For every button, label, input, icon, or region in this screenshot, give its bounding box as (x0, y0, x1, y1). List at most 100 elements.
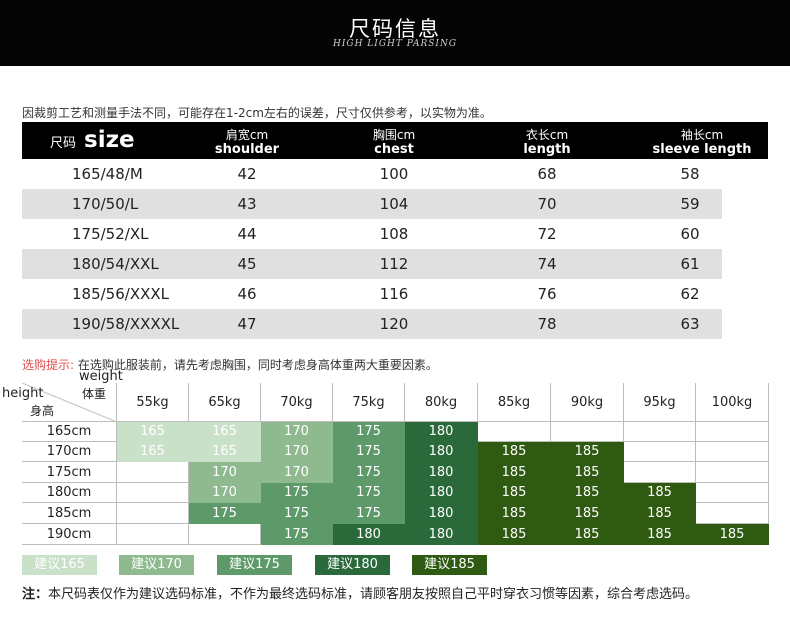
size-row: 175/52/XL 44 108 72 60 (22, 219, 768, 249)
size-recommendation-cell: 175 (333, 462, 405, 483)
weight-header-55kg: 55kg (117, 383, 189, 422)
size-recommendation-cell: 185 (478, 524, 551, 545)
size-recommendation-cell: 185 (551, 462, 624, 483)
size-row-label: 190/58/XXXXL (72, 315, 180, 333)
size-table-body: 165/48/M 42 100 68 58 170/50/L 43 104 70 59 175/52… (22, 159, 768, 339)
weight-label-en: weight (79, 369, 123, 384)
size-recommendation-cell: 170 (189, 483, 261, 503)
size-row: 165/48/M 42 100 68 58 (22, 159, 768, 189)
size-table: 尺码 size 肩宽cm shoulder 胸围cm chest 衣长cm len… (22, 122, 768, 339)
shoulder-value: 46 (237, 285, 257, 303)
size-row-label: 165/48/M (72, 165, 143, 183)
sleeve-value: 61 (680, 255, 700, 273)
footnote-prefix: 注： (22, 587, 49, 602)
size-recommendation-cell: 185 (478, 462, 551, 483)
size-row: 180/54/XXL 45 112 74 61 (22, 249, 722, 279)
size-recommendation-cell: 175 (261, 524, 333, 545)
chest-value: 104 (379, 195, 409, 213)
size-row: 190/58/XXXXL 47 120 78 63 (22, 309, 722, 339)
chest-value: 100 (379, 165, 409, 183)
size-recommendation-cell: 165 (189, 422, 261, 442)
size-recommendation-cell: 185 (551, 442, 624, 462)
size-table-header: 尺码 size 肩宽cm shoulder 胸围cm chest 衣长cm len… (22, 122, 768, 159)
shoulder-value: 44 (237, 225, 257, 243)
size-recommendation-cell (624, 462, 696, 483)
chest-value: 116 (379, 285, 409, 303)
size-recommendation-cell: 165 (117, 442, 189, 462)
measurement-note: 因裁剪工艺和测量手法不同，可能存在1-2cm左右的误差，尺寸仅供参考，以实物为准… (22, 106, 492, 120)
sleeve-value: 60 (680, 225, 700, 243)
length-header-en: length (523, 142, 571, 157)
weight-header-95kg: 95kg (624, 383, 696, 422)
size-recommendation-cell: 180 (405, 503, 478, 524)
height-header-185cm: 185cm (22, 503, 117, 524)
header-banner: 尺码信息 HIGH LIGHT PARSING (0, 0, 790, 66)
purchase-tip: 选购提示: 在选购此服装前，请先考虑胸围，同时考虑身高体重两大重要因素。 (22, 356, 438, 373)
sleeve-header-cn: 袖长cm (680, 128, 724, 142)
chest-header: 胸围cm chest (354, 122, 434, 159)
length-value: 78 (537, 315, 557, 333)
length-header: 衣长cm length (507, 122, 587, 159)
shoulder-value: 47 (237, 315, 257, 333)
size-recommendation-cell: 185 (478, 442, 551, 462)
weight-header-65kg: 65kg (189, 383, 261, 422)
length-value: 70 (537, 195, 557, 213)
weight-header-100kg: 100kg (696, 383, 769, 422)
shoulder-header-en: shoulder (214, 142, 280, 157)
size-recommendation-cell: 170 (261, 442, 333, 462)
sleeve-value: 62 (680, 285, 700, 303)
page-title: 尺码信息 (349, 17, 441, 41)
size-row-label: 170/50/L (72, 195, 139, 213)
height-header-190cm: 190cm (22, 524, 117, 545)
size-recommendation-cell (117, 462, 189, 483)
grid-corner: weight 体重 height 身高 (2, 369, 123, 422)
chest-header-en: chest (374, 142, 414, 157)
size-recommendation-cell: 180 (405, 462, 478, 483)
size-recommendation-cell: 185 (551, 524, 624, 545)
size-recommendation-cell: 170 (261, 462, 333, 483)
height-header-170cm: 170cm (22, 442, 117, 462)
size-recommendation-cell (478, 422, 551, 442)
size-recommendation-cell: 180 (405, 422, 478, 442)
size-recommendation-cell (624, 442, 696, 462)
corner-diagonal (22, 383, 117, 422)
shoulder-value: 43 (237, 195, 257, 213)
sleeve-value: 58 (680, 165, 700, 183)
legend-item-175: 建议175 (217, 555, 292, 575)
chest-value: 112 (379, 255, 409, 273)
height-weight-grid: weight 体重 height 身高 55kg 65kg 70kg 75kg 80kg… (2, 369, 769, 545)
size-recommendation-cell: 185 (478, 503, 551, 524)
size-row-label: 180/54/XXL (72, 255, 159, 273)
size-recommendation-cell: 175 (189, 503, 261, 524)
height-header-180cm: 180cm (22, 483, 117, 503)
size-recommendation-cell: 170 (261, 422, 333, 442)
size-recommendation-cell: 175 (333, 483, 405, 503)
size-recommendation-cell (624, 422, 696, 442)
sleeve-header-en: sleeve length (652, 142, 752, 157)
size-recommendation-cell: 180 (405, 483, 478, 503)
length-value: 72 (537, 225, 557, 243)
shoulder-value: 45 (237, 255, 257, 273)
size-row-label: 175/52/XL (72, 225, 149, 243)
size-recommendation-cell: 180 (405, 524, 478, 545)
size-header-en: size (84, 127, 135, 153)
size-recommendation-cell: 165 (189, 442, 261, 462)
size-recommendation-cell (696, 442, 769, 462)
size-recommendation-cell: 185 (624, 483, 696, 503)
height-label-cn: 身高 (30, 404, 55, 418)
size-recommendation-cell (117, 483, 189, 503)
size-recommendation-cell: 185 (478, 483, 551, 503)
height-header-175cm: 175cm (22, 462, 117, 483)
height-label-en: height (2, 386, 44, 401)
legend-item-180: 建议180 (315, 555, 390, 575)
size-recommendation-cell: 180 (333, 524, 405, 545)
size-recommendation-cell: 185 (624, 503, 696, 524)
size-recommendation-cell (551, 422, 624, 442)
footnote: 注：本尺码表仅作为建议选码标准，不作为最终选码标准，请顾客朋友按照自己平时穿衣习… (22, 583, 698, 602)
size-recommendation-cell: 175 (261, 483, 333, 503)
size-recommendation-cell (189, 524, 261, 545)
weight-header-75kg: 75kg (333, 383, 405, 422)
height-header-165cm: 165cm (22, 422, 117, 442)
size-row-label: 185/56/XXXL (72, 285, 170, 303)
sleeve-header: 袖长cm sleeve length (642, 122, 762, 159)
